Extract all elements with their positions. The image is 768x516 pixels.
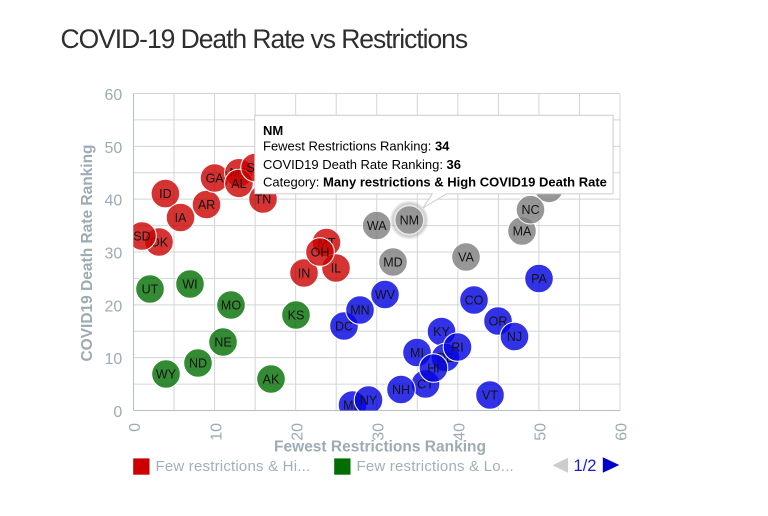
svg-text:AR: AR — [198, 198, 215, 212]
svg-text:1/2: 1/2 — [574, 457, 597, 475]
svg-text:ID: ID — [159, 187, 172, 201]
svg-text:AK: AK — [263, 372, 280, 386]
svg-text:WI: WI — [182, 277, 197, 291]
svg-text:ND: ND — [189, 356, 207, 370]
svg-text:MI: MI — [410, 346, 424, 360]
svg-text:HI: HI — [427, 361, 440, 375]
svg-text:WA: WA — [367, 219, 387, 233]
svg-text:40: 40 — [452, 423, 469, 441]
svg-text:KS: KS — [288, 308, 305, 322]
svg-text:VA: VA — [458, 250, 474, 264]
svg-text:50: 50 — [533, 423, 550, 441]
svg-text:NM: NM — [400, 213, 419, 227]
svg-text:DC: DC — [335, 319, 353, 333]
svg-text:NE: NE — [214, 335, 231, 349]
svg-text:MD: MD — [383, 255, 402, 269]
svg-text:IN: IN — [298, 266, 311, 280]
svg-text:Fewest Restrictions Ranking: Fewest Restrictions Ranking — [274, 439, 486, 456]
svg-text:WV: WV — [375, 288, 396, 302]
svg-text:COVID-19 Death Rate vs Restric: COVID-19 Death Rate vs Restrictions — [61, 24, 468, 54]
svg-text:NC: NC — [521, 203, 539, 217]
svg-text:NH: NH — [392, 383, 410, 397]
svg-text:MN: MN — [350, 303, 369, 317]
svg-text:VT: VT — [482, 388, 498, 402]
svg-text:60: 60 — [105, 87, 123, 104]
svg-text:TN: TN — [255, 192, 272, 206]
svg-text:40: 40 — [105, 193, 123, 210]
svg-text:Few restrictions & Lo...: Few restrictions & Lo... — [357, 458, 514, 475]
svg-text:Fewest Restrictions Ranking: 3: Fewest Restrictions Ranking: 34 — [263, 139, 450, 154]
svg-text:NM: NM — [263, 123, 283, 138]
svg-text:OR: OR — [489, 314, 508, 328]
svg-text:20: 20 — [289, 423, 306, 441]
svg-text:10: 10 — [208, 423, 225, 441]
svg-text:IA: IA — [175, 211, 187, 225]
svg-text:30: 30 — [105, 246, 123, 263]
svg-text:60: 60 — [614, 423, 631, 441]
svg-text:RI: RI — [451, 340, 464, 354]
svg-text:NY: NY — [360, 393, 378, 407]
svg-text:IL: IL — [331, 261, 341, 275]
svg-text:PA: PA — [531, 272, 547, 286]
svg-text:AL: AL — [231, 177, 246, 191]
svg-text:GA: GA — [206, 171, 225, 185]
svg-text:MO: MO — [221, 298, 241, 312]
svg-text:KY: KY — [433, 325, 450, 339]
svg-text:UT: UT — [142, 282, 159, 296]
svg-text:10: 10 — [105, 351, 123, 368]
svg-text:20: 20 — [105, 298, 123, 315]
svg-text:CO: CO — [465, 293, 484, 307]
svg-text:Few restrictions & Hi...: Few restrictions & Hi... — [156, 458, 311, 475]
svg-text:30: 30 — [370, 423, 387, 441]
svg-text:COVID19 Death Rate Ranking: COVID19 Death Rate Ranking — [79, 144, 96, 361]
svg-text:OH: OH — [311, 245, 330, 259]
svg-text:COVID19 Death Rate Ranking: 36: COVID19 Death Rate Ranking: 36 — [263, 157, 461, 172]
svg-text:WY: WY — [156, 367, 177, 381]
svg-text:MA: MA — [513, 224, 532, 238]
svg-text:NJ: NJ — [507, 330, 522, 344]
svg-text:50: 50 — [105, 140, 123, 157]
svg-text:Category: Many restrictions &: Category: Many restrictions & High COVID… — [263, 174, 607, 189]
svg-text:SD: SD — [133, 229, 150, 243]
svg-text:0: 0 — [127, 423, 144, 432]
svg-text:0: 0 — [113, 404, 122, 421]
